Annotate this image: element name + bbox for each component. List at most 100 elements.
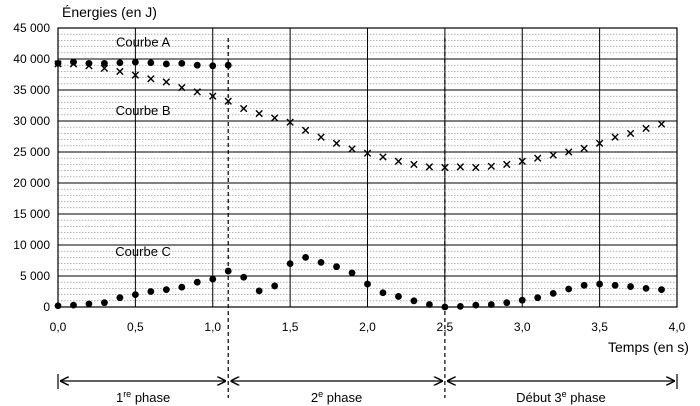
data-point-cross xyxy=(379,153,387,161)
data-point-dot xyxy=(193,278,201,286)
curve-label: Courbe B xyxy=(116,103,171,118)
data-point-dot xyxy=(101,59,108,67)
x-tick-label: 0,0 xyxy=(50,320,67,334)
y-tick-label: 5 000 xyxy=(20,269,50,283)
data-point-dot xyxy=(441,303,449,311)
data-point-cross xyxy=(611,133,619,141)
data-point-dot xyxy=(131,58,139,66)
y-tick-label: 20 000 xyxy=(13,176,50,190)
y-tick-label: 15 000 xyxy=(13,207,50,221)
data-point-dot xyxy=(627,283,634,290)
x-tick-label: 1,5 xyxy=(282,320,299,334)
data-point-dot xyxy=(116,294,124,302)
data-point-dot xyxy=(224,61,232,69)
data-point-cross xyxy=(564,148,573,156)
data-point-cross xyxy=(332,139,341,148)
data-point-cross xyxy=(100,64,109,72)
data-point-cross xyxy=(595,139,604,148)
data-point-cross xyxy=(441,163,449,172)
data-point-dot xyxy=(178,283,186,291)
data-point-cross xyxy=(255,109,263,118)
data-point-dot xyxy=(70,58,77,66)
y-tick-label: 35 000 xyxy=(13,83,50,97)
data-point-cross xyxy=(487,162,495,170)
x-tick-label: 3,0 xyxy=(514,320,531,334)
data-point-dot xyxy=(534,294,542,302)
data-point-cross xyxy=(626,129,635,138)
data-point-dot xyxy=(456,302,464,310)
y-tick-label: 10 000 xyxy=(13,238,50,252)
data-point-dot xyxy=(549,289,557,297)
data-point-dot xyxy=(317,258,325,266)
data-point-cross xyxy=(69,60,78,68)
data-point-dot xyxy=(271,282,279,290)
x-tick-label: 1,0 xyxy=(204,320,221,334)
data-point-cross xyxy=(54,60,62,68)
x-tick-label: 4,0 xyxy=(669,320,686,334)
data-point-dot xyxy=(162,60,170,68)
data-point-cross xyxy=(116,67,124,76)
data-point-dot xyxy=(364,280,371,288)
data-point-dot xyxy=(503,299,511,307)
y-tick-label: 30 000 xyxy=(13,114,50,128)
data-point-dot xyxy=(302,254,309,261)
data-point-cross xyxy=(348,145,356,153)
data-point-dot xyxy=(487,301,495,308)
data-point-cross xyxy=(518,157,526,165)
data-point-dot xyxy=(379,289,387,297)
data-point-cross xyxy=(147,75,155,83)
data-point-dot xyxy=(209,62,217,70)
phase-label: 1re phase xyxy=(116,389,170,405)
data-point-dot xyxy=(518,296,526,304)
y-tick-label: 0 xyxy=(43,300,50,314)
data-point-dot xyxy=(209,275,217,283)
data-point-dot xyxy=(642,285,650,292)
data-point-dot xyxy=(162,286,170,294)
phase-label: 2e phase xyxy=(311,389,362,405)
x-axis-label: Temps (en s) xyxy=(608,339,689,355)
data-point-cross xyxy=(657,120,666,128)
data-point-dot xyxy=(611,281,619,289)
data-point-dot xyxy=(240,273,248,281)
data-point-cross xyxy=(193,88,201,96)
y-axis-label: Énergies (en J) xyxy=(62,4,157,20)
data-point-cross xyxy=(363,149,372,157)
data-point-cross xyxy=(301,126,310,134)
data-point-cross xyxy=(317,133,325,141)
data-point-dot xyxy=(193,61,201,69)
data-point-cross xyxy=(394,157,403,165)
data-point-dot xyxy=(395,293,402,300)
data-point-cross xyxy=(270,114,279,122)
data-point-dot xyxy=(348,269,356,277)
data-point-dot xyxy=(565,285,573,293)
data-point-dot xyxy=(147,59,155,67)
y-tick-label: 25 000 xyxy=(13,145,50,159)
phase-label: Début 3e phase xyxy=(516,389,606,405)
data-point-cross xyxy=(162,78,171,86)
data-point-dot xyxy=(224,267,232,275)
data-point-dot xyxy=(580,281,588,289)
data-point-cross xyxy=(131,71,140,79)
curve-label: Courbe A xyxy=(116,35,171,50)
plot-frame xyxy=(57,27,678,308)
data-point-dot xyxy=(85,300,93,308)
x-tick-label: 3,5 xyxy=(591,320,608,334)
data-point-cross xyxy=(503,160,511,169)
data-point-cross xyxy=(456,163,465,171)
y-tick-label: 45 000 xyxy=(13,21,50,35)
y-tick-label: 40 000 xyxy=(13,52,50,66)
data-point-dot xyxy=(70,301,77,309)
data-point-cross xyxy=(286,118,294,126)
data-point-cross xyxy=(425,163,434,171)
data-point-cross xyxy=(178,83,186,92)
data-point-cross xyxy=(642,124,650,133)
data-point-cross xyxy=(580,144,588,152)
x-tick-label: 2,5 xyxy=(437,320,454,334)
data-point-cross xyxy=(240,104,248,113)
data-point-dot xyxy=(255,287,263,295)
data-point-dot xyxy=(101,299,108,307)
data-point-dot xyxy=(472,301,480,309)
data-point-cross xyxy=(410,160,418,169)
data-point-dot xyxy=(658,286,665,294)
